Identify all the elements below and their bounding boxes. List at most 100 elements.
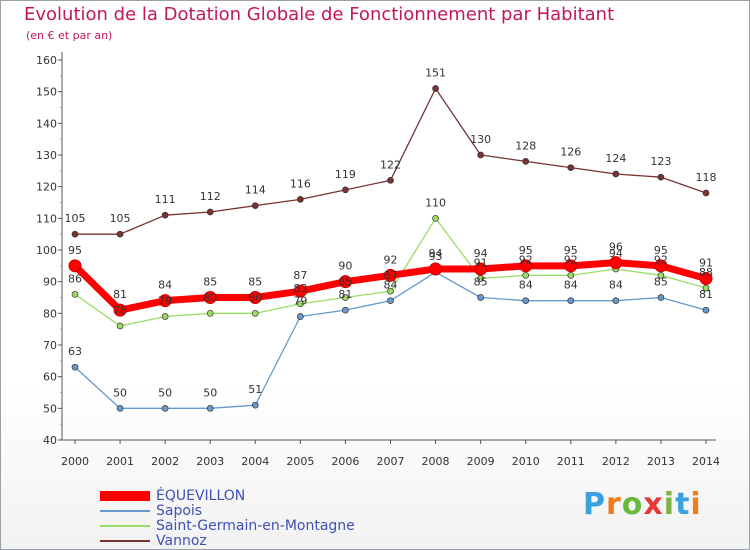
data-point [564, 259, 578, 273]
data-label: 151 [425, 67, 446, 80]
data-label: 95 [68, 244, 82, 257]
data-point [251, 202, 259, 210]
data-point [657, 173, 665, 181]
data-point [293, 284, 307, 298]
legend-swatch [100, 539, 150, 542]
y-tick-label: 60 [43, 371, 57, 384]
data-label: 119 [335, 168, 356, 181]
y-tick-label: 160 [36, 54, 57, 67]
data-label: 50 [203, 386, 217, 399]
data-label: 118 [696, 171, 717, 184]
data-label: 84 [158, 279, 172, 292]
data-point [71, 363, 79, 371]
data-point [612, 297, 620, 305]
data-point [206, 208, 214, 216]
proxiti-logo: Proxiti [583, 487, 702, 522]
data-point [116, 230, 124, 238]
data-point [702, 189, 710, 197]
data-point [68, 259, 82, 273]
legend-swatch [100, 509, 150, 512]
data-label: 95 [519, 244, 533, 257]
data-point [384, 268, 397, 282]
data-label: 124 [605, 152, 626, 165]
data-label: 85 [654, 276, 668, 289]
legend-label: Saint-Germain-en-Montagne [156, 517, 355, 534]
data-point [71, 230, 79, 238]
data-label: 95 [654, 244, 668, 257]
data-point [567, 164, 575, 172]
data-point [116, 404, 124, 412]
data-label: 111 [155, 193, 176, 206]
data-label: 94 [429, 247, 443, 260]
x-tick-label: 2007 [377, 455, 405, 468]
data-label: 83 [293, 282, 307, 295]
data-point [206, 309, 214, 317]
data-label: 90 [338, 260, 352, 273]
data-point [161, 211, 169, 219]
y-tick-label: 50 [43, 402, 57, 415]
data-label: 116 [290, 177, 311, 190]
data-label: 94 [474, 247, 488, 260]
data-label: 91 [699, 257, 713, 270]
data-label: 84 [519, 279, 533, 292]
data-point [161, 404, 169, 412]
y-tick-label: 120 [36, 181, 57, 194]
y-tick-label: 140 [36, 117, 57, 130]
y-tick-label: 90 [43, 276, 57, 289]
data-point [429, 262, 443, 276]
data-point [432, 214, 439, 222]
data-label: 85 [474, 276, 488, 289]
data-label: 105 [110, 212, 131, 225]
x-tick-label: 2006 [331, 455, 359, 468]
data-label: 123 [650, 155, 671, 168]
data-point [477, 294, 484, 301]
data-point [342, 306, 349, 314]
x-tick-label: 2012 [602, 455, 630, 468]
y-tick-label: 80 [43, 307, 57, 320]
data-label: 92 [519, 253, 533, 266]
data-point [297, 300, 304, 308]
x-tick-label: 2004 [241, 455, 269, 468]
data-label: 81 [699, 288, 713, 301]
legend-label: ÉQUEVILLON [156, 487, 246, 504]
y-tick-label: 70 [43, 339, 57, 352]
chart-title: Evolution de la Dotation Globale de Fonc… [24, 4, 615, 25]
data-label: 79 [158, 295, 172, 308]
data-label: 51 [248, 383, 262, 396]
data-point [522, 297, 530, 305]
data-label: 96 [609, 241, 623, 254]
data-point [248, 291, 262, 304]
data-point [113, 303, 127, 317]
data-label: 63 [68, 345, 82, 358]
y-tick-label: 150 [36, 86, 57, 99]
data-label: 95 [564, 244, 578, 257]
data-label: 128 [515, 139, 536, 152]
data-label: 110 [425, 196, 446, 209]
data-label: 86 [68, 272, 82, 285]
data-label: 92 [564, 253, 578, 266]
legend-swatch [100, 524, 150, 527]
data-point [251, 401, 259, 409]
data-point [297, 195, 304, 203]
data-label: 76 [113, 304, 127, 317]
data-point [342, 294, 349, 301]
data-label: 80 [248, 291, 262, 304]
data-point [203, 291, 217, 304]
data-point [338, 275, 352, 289]
data-label: 81 [338, 288, 352, 301]
chart-subtitle: (en € et par an) [26, 29, 113, 42]
data-label: 105 [65, 212, 86, 225]
data-point [477, 151, 484, 159]
y-tick-label: 110 [36, 212, 57, 225]
data-point [387, 297, 394, 305]
x-tick-label: 2000 [61, 455, 89, 468]
data-label: 84 [564, 279, 578, 292]
data-label: 79 [293, 295, 307, 308]
data-label: 50 [113, 386, 127, 399]
data-label: 87 [384, 269, 398, 282]
data-point [432, 85, 439, 92]
x-tick-label: 2010 [512, 455, 540, 468]
data-label: 130 [470, 133, 491, 146]
y-tick-label: 100 [36, 244, 57, 257]
data-point [387, 176, 394, 184]
